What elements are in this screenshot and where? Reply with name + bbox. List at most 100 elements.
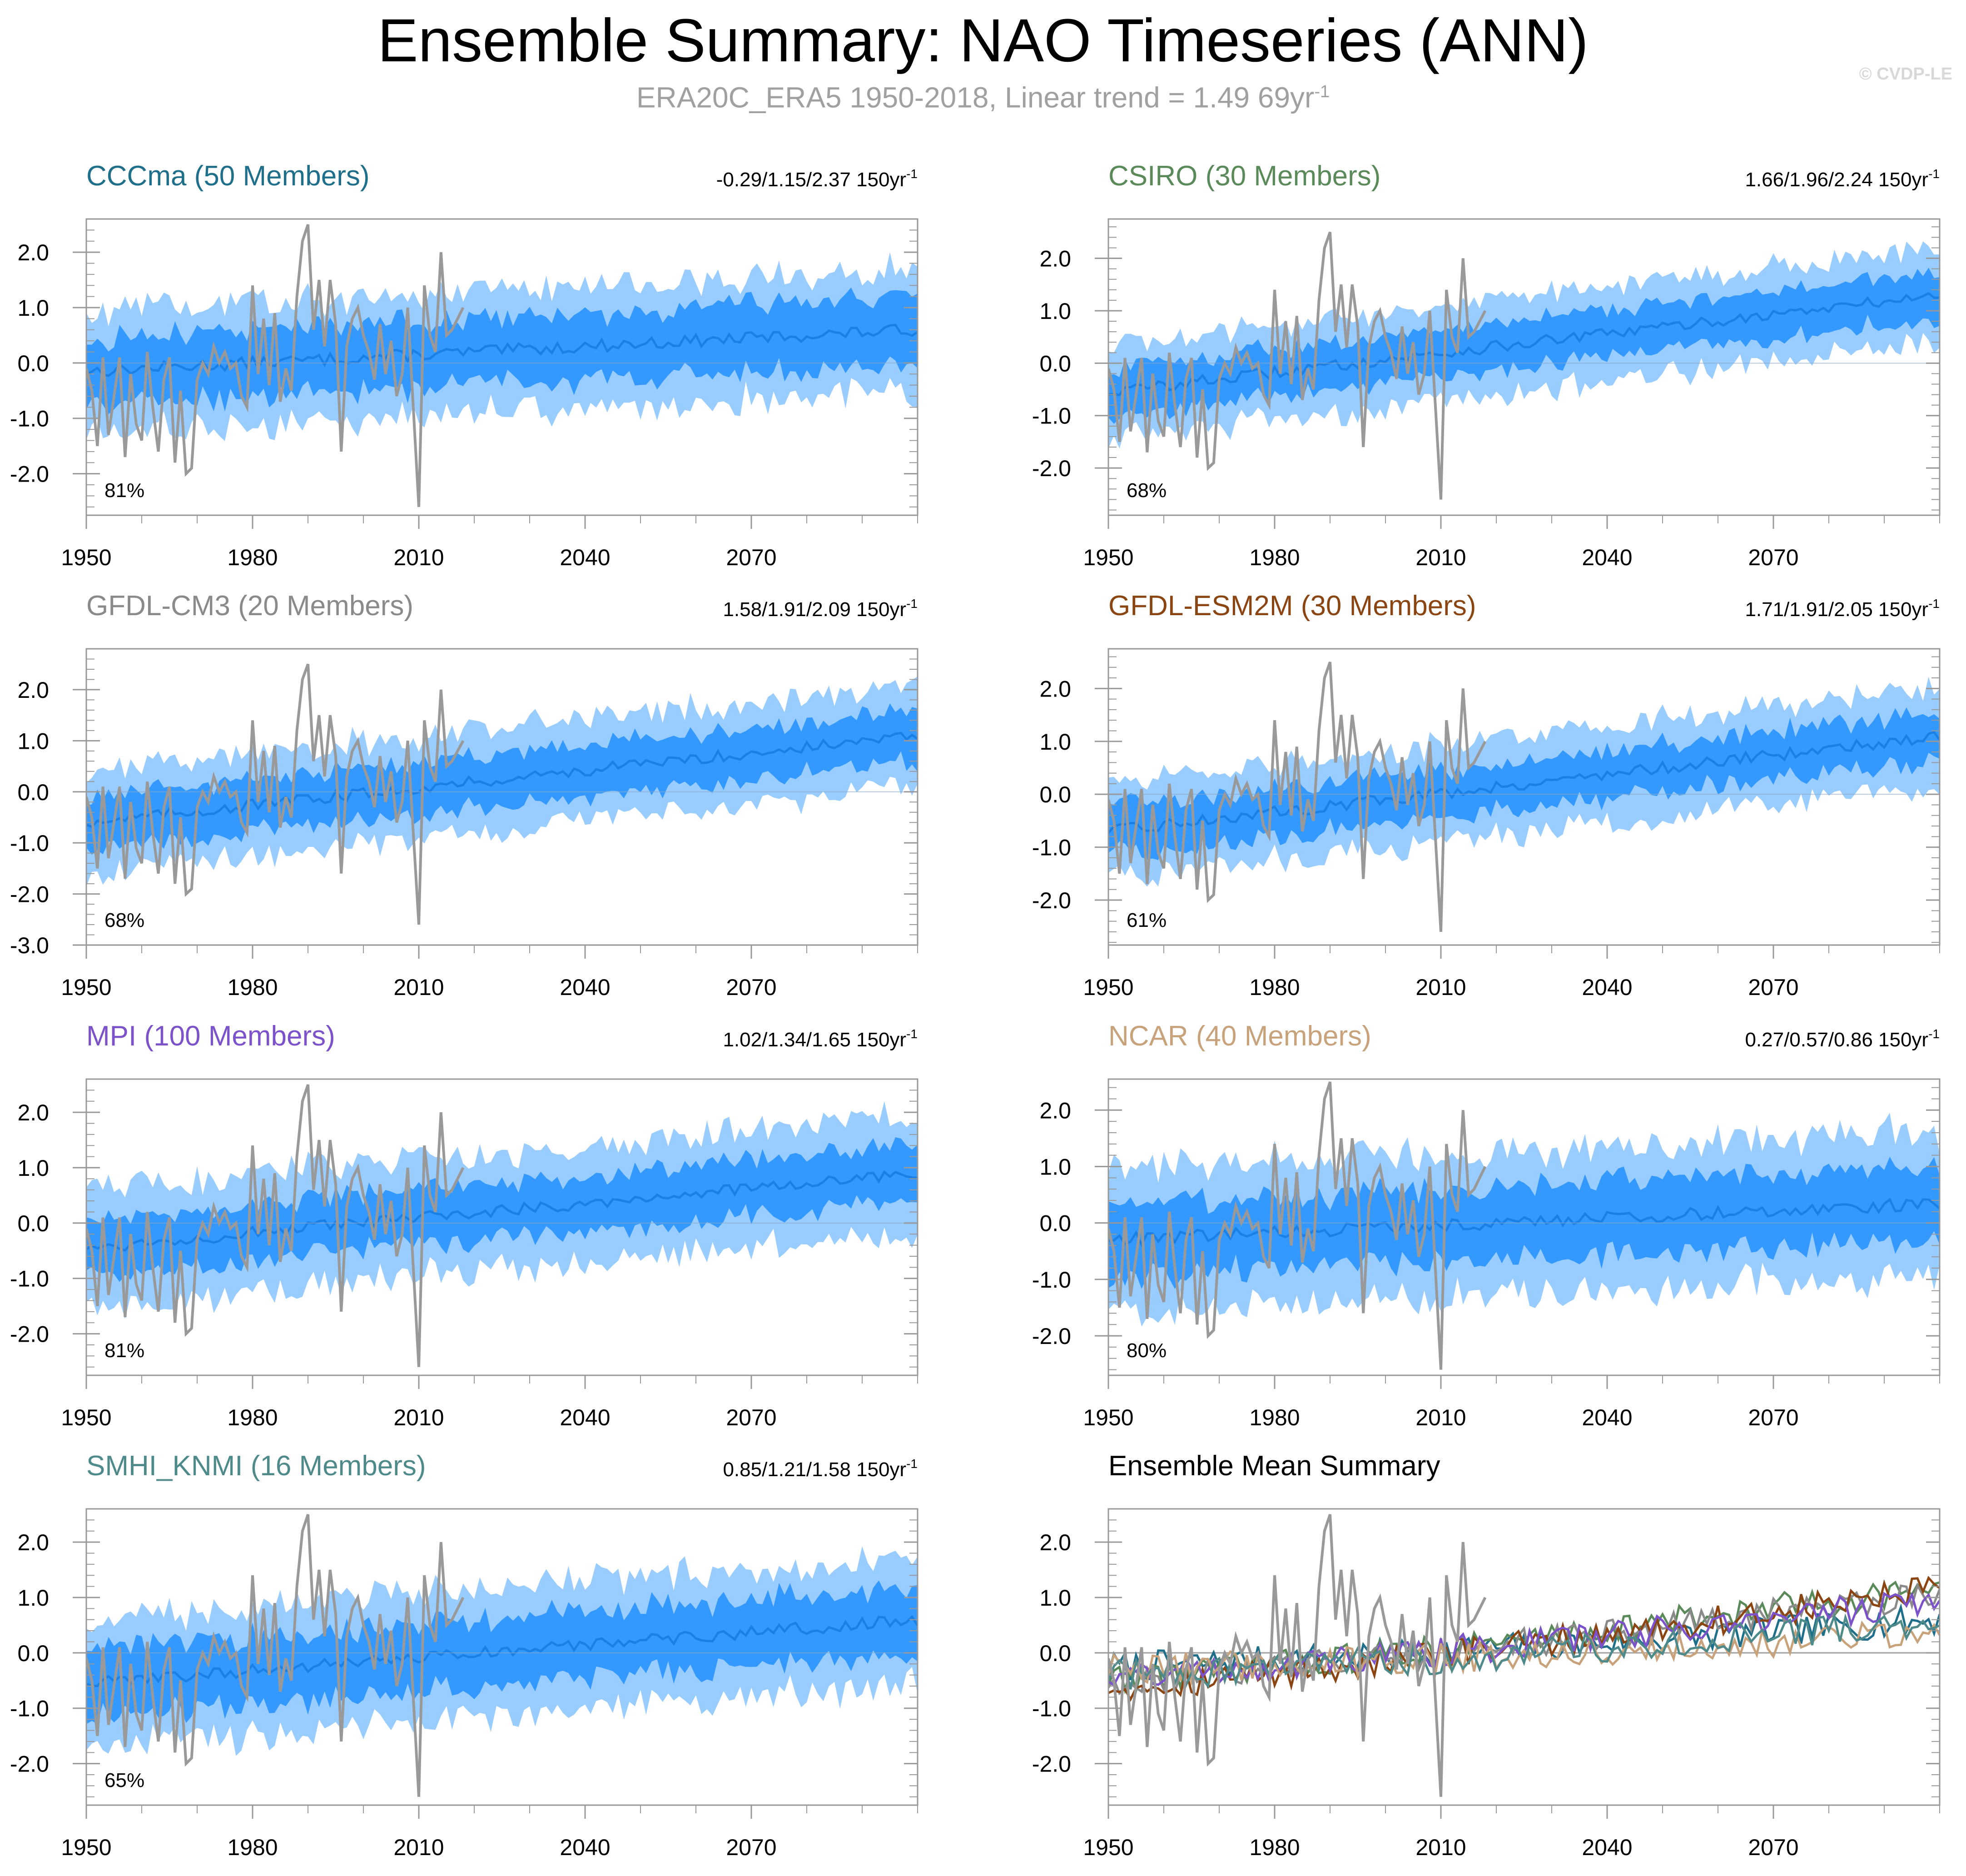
observations-line (1108, 1514, 1487, 1797)
series-line-gfdl-cm3 (1108, 1582, 1940, 1696)
y-axis: 2.0 1.0 0.0 -1.0 -2.0 (10, 219, 918, 508)
x-tick-label: 1950 (1083, 545, 1133, 570)
y-tick-label: -1.0 (1032, 1696, 1071, 1722)
panel-5: 2.0 1.0 0.0 -1.0 -2.0 1950 1980 2010 2040 2070 MPI… (10, 1020, 918, 1430)
y-tick-label: -1.0 (10, 1266, 49, 1292)
x-tick-label: 1980 (1249, 1835, 1300, 1860)
y-tick-label: 1.0 (1039, 299, 1071, 324)
plot-area (86, 1084, 918, 1367)
y-axis: 2.0 1.0 0.0 -1.0 -2.0 -3.0 (10, 648, 918, 958)
x-tick-label: 2070 (1748, 1405, 1798, 1430)
panel-title: CCCma (50 Members) (86, 160, 370, 192)
x-tick-label: 2010 (393, 975, 444, 1000)
panel-trend-label: 1.71/1.91/2.05 150yr-1 (1745, 597, 1940, 621)
x-tick-label: 1950 (61, 1405, 111, 1430)
x-tick-label: 1950 (1083, 975, 1133, 1000)
x-tick-label: 2010 (1415, 545, 1466, 570)
trend-value: 0.85/1.21/1.58 150yr (723, 1458, 906, 1481)
y-tick-label: 0.0 (1039, 1211, 1071, 1236)
y-tick-label: -1.0 (1032, 835, 1071, 861)
trend-value: 0.27/0.57/0.86 150yr (1745, 1029, 1928, 1051)
y-tick-label: 1.0 (17, 1585, 49, 1611)
panel-2: 2.0 1.0 0.0 -1.0 -2.0 1950 1980 2010 2040 2070 CSI… (1032, 160, 1941, 570)
panel-title: MPI (100 Members) (86, 1020, 335, 1052)
plot-area (86, 1514, 918, 1797)
y-tick-label: 0.0 (17, 1211, 49, 1236)
subtitle-exponent: -1 (1314, 82, 1330, 101)
x-tick-label: 2040 (1582, 1835, 1632, 1860)
y-tick-label: -1.0 (10, 406, 49, 432)
y-tick-label: 1.0 (1039, 1154, 1071, 1179)
panel-percent-label: 81% (104, 479, 144, 502)
y-tick-label: 2.0 (17, 240, 49, 265)
trend-exponent: -1 (1928, 167, 1940, 181)
y-axis: 2.0 1.0 0.0 -1.0 -2.0 (1032, 226, 1940, 511)
x-tick-label: 1980 (1249, 975, 1300, 1000)
x-tick-label: 1980 (227, 1405, 278, 1430)
x-tick-label: 2070 (1748, 975, 1798, 1000)
panel-6: 2.0 1.0 0.0 -1.0 -2.0 1950 1980 2010 2040 2070 NCA… (1032, 1020, 1941, 1430)
y-tick-label: -2.0 (10, 462, 49, 487)
panel-percent-label: 81% (104, 1339, 144, 1362)
ensemble-mean-line (86, 1170, 918, 1252)
figure-title: Ensemble Summary: NAO Timeseries (ANN) (377, 7, 1589, 75)
y-tick-label: 0.0 (1039, 782, 1071, 807)
panel-trend-label: 0.85/1.21/1.58 150yr-1 (723, 1457, 918, 1481)
plot-frame (85, 1508, 918, 1806)
y-axis: 2.0 1.0 0.0 -1.0 -2.0 (10, 1079, 918, 1368)
x-axis: 1950 1980 2010 2040 2070 (1083, 945, 1940, 1000)
y-tick-label: 2.0 (1039, 1098, 1071, 1123)
y-axis: 2.0 1.0 0.0 -1.0 -2.0 (1032, 1087, 1940, 1370)
panel-7: 2.0 1.0 0.0 -1.0 -2.0 1950 1980 2010 2040 2070 SMH… (10, 1450, 918, 1860)
y-tick-label: 2.0 (1039, 246, 1071, 272)
panel-title: SMHI_KNMI (16 Members) (86, 1450, 426, 1482)
panel-8: 2.0 1.0 0.0 -1.0 -2.0 1950 1980 2010 2040 2070 Ens… (1032, 1450, 1941, 1860)
y-tick-label: 0.0 (17, 351, 49, 376)
y-tick-label: 2.0 (17, 677, 49, 703)
trend-exponent: -1 (906, 597, 918, 611)
y-tick-label: 2.0 (17, 1530, 49, 1555)
ensemble-mean-line (1108, 292, 1940, 396)
x-tick-label: 1950 (1083, 1405, 1133, 1430)
plot-frame (1107, 1078, 1941, 1376)
series-line-ncar (1108, 1620, 1940, 1687)
x-tick-label: 1950 (61, 545, 111, 570)
observations-line (86, 663, 465, 925)
y-tick-label: -2.0 (1032, 1324, 1071, 1349)
x-tick-label: 2070 (726, 975, 776, 1000)
x-tick-label: 1950 (61, 1835, 111, 1860)
plot-area (1108, 1081, 1940, 1370)
observations-line (86, 1514, 465, 1797)
y-axis: 2.0 1.0 0.0 -1.0 -2.0 (1032, 656, 1940, 943)
panel-percent-label: 80% (1127, 1339, 1167, 1362)
x-tick-label: 2070 (726, 1835, 776, 1860)
x-tick-label: 2010 (393, 545, 444, 570)
trend-exponent: -1 (1928, 597, 1940, 611)
x-tick-label: 2010 (1415, 1835, 1466, 1860)
panel-trend-label: 1.58/1.91/2.09 150yr-1 (723, 597, 918, 621)
trend-exponent: -1 (1928, 1027, 1940, 1041)
x-tick-label: 2040 (1582, 1405, 1632, 1430)
panel-title: Ensemble Mean Summary (1108, 1450, 1440, 1482)
y-tick-label: -2.0 (10, 1322, 49, 1347)
y-axis: 2.0 1.0 0.0 -1.0 -2.0 (1032, 1508, 1940, 1797)
x-tick-label: 2040 (560, 545, 610, 570)
trend-value: 1.58/1.91/2.09 150yr (723, 598, 906, 621)
trend-value: 1.02/1.34/1.65 150yr (723, 1029, 906, 1051)
inner-spread-band (86, 1580, 918, 1724)
panel-4: 2.0 1.0 0.0 -1.0 -2.0 1950 1980 2010 2040 2070 GFD… (1032, 590, 1941, 1000)
y-tick-label: 2.0 (17, 1100, 49, 1125)
watermark: © CVDP-LE (1859, 65, 1952, 84)
plot-frame (1107, 1508, 1941, 1806)
panel-trend-label: 1.66/1.96/2.24 150yr-1 (1745, 167, 1940, 191)
y-tick-label: 0.0 (1039, 1641, 1071, 1666)
x-tick-label: 2010 (393, 1835, 444, 1860)
x-tick-label: 2010 (1415, 1405, 1466, 1430)
plot-area (1108, 1514, 1940, 1797)
panel-percent-label: 65% (104, 1769, 144, 1791)
plot-frame (85, 1078, 918, 1376)
series-line-smhi_knmi (1108, 1612, 1940, 1690)
x-tick-label: 2040 (560, 975, 610, 1000)
observations-line (86, 1084, 465, 1367)
